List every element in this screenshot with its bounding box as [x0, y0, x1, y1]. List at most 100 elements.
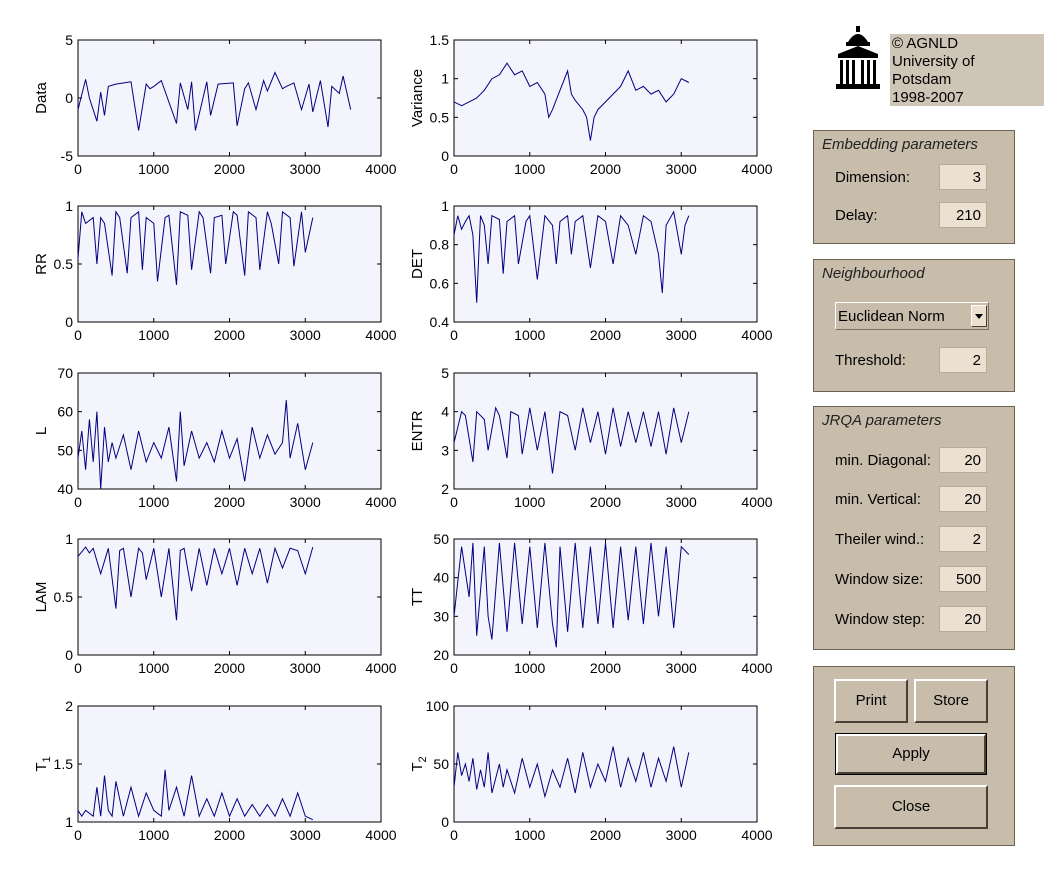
- series-line: [453, 210, 690, 303]
- university-logo: [834, 24, 882, 94]
- chart-8: 0 1000 2000 3000 4000 20 30 40 50 TT: [409, 531, 773, 676]
- x-tick-label: 2000: [214, 327, 245, 343]
- y-tick-label: 40: [433, 570, 449, 586]
- y-tick-label: 20: [433, 647, 449, 663]
- y-tick-label: -5: [61, 148, 74, 164]
- y-axis-label: Variance: [409, 69, 426, 127]
- min-diagonal-field[interactable]: 20: [939, 447, 987, 473]
- y-tick-label: 0: [441, 148, 449, 164]
- plot-frame: [77, 538, 382, 656]
- threshold-field[interactable]: 2: [939, 347, 987, 373]
- x-tick-label: 4000: [741, 327, 772, 343]
- y-tick-label: 1.5: [430, 32, 450, 48]
- actions-panel: Print Store Apply Close: [813, 666, 1015, 846]
- plot-frame: [453, 372, 758, 490]
- x-tick-label: 2000: [590, 161, 621, 177]
- x-tick-label: 3000: [666, 161, 697, 177]
- delay-label: Delay:: [835, 207, 878, 224]
- x-tick-label: 4000: [741, 827, 772, 843]
- window-step-label: Window step:: [835, 611, 926, 628]
- chart-9: 0 1000 2000 3000 4000 1 1.5 2 T1: [33, 698, 397, 843]
- y-axis-label: DET: [409, 249, 426, 279]
- chart-5: 0 1000 2000 3000 4000 40 50 60 70 L: [33, 365, 397, 510]
- window-step-field[interactable]: 20: [939, 606, 987, 632]
- x-tick-label: 4000: [365, 827, 396, 843]
- copyright-line: University of: [892, 53, 975, 70]
- y-axis-label: Data: [33, 82, 50, 114]
- x-tick-label: 2000: [214, 494, 245, 510]
- y-tick-label: 50: [433, 531, 449, 547]
- x-tick-label: 0: [450, 660, 458, 676]
- plot-frame: [453, 205, 758, 323]
- chart-4: 0 1000 2000 3000 4000 0.4 0.6 0.8 1 DET: [409, 198, 773, 343]
- neighbourhood-panel: Neighbourhood Euclidean Norm Threshold: …: [813, 259, 1015, 392]
- y-axis-label: LAM: [33, 582, 50, 613]
- y-tick-label: 1: [441, 198, 449, 214]
- y-tick-label: 0.5: [430, 109, 450, 125]
- norm-select-value: Euclidean Norm: [838, 308, 945, 325]
- y-tick-label: 70: [57, 365, 73, 381]
- x-tick-label: 0: [450, 327, 458, 343]
- x-tick-label: 1000: [514, 494, 545, 510]
- norm-select[interactable]: Euclidean Norm: [835, 302, 989, 330]
- plot-frame: [77, 372, 382, 490]
- y-tick-label: 60: [57, 404, 73, 420]
- x-tick-label: 2000: [590, 494, 621, 510]
- x-tick-label: 3000: [290, 494, 321, 510]
- theiler-window-field[interactable]: 2: [939, 526, 987, 552]
- series-line: [453, 746, 690, 799]
- x-tick-label: 2000: [214, 827, 245, 843]
- y-tick-label: 2: [441, 481, 449, 497]
- y-axis-label: L: [33, 427, 50, 435]
- window-size-field[interactable]: 500: [939, 566, 987, 592]
- x-tick-label: 1000: [138, 161, 169, 177]
- x-tick-label: 3000: [290, 327, 321, 343]
- store-button[interactable]: Store: [914, 679, 988, 723]
- x-tick-label: 1000: [514, 161, 545, 177]
- y-tick-label: 5: [65, 32, 73, 48]
- plot-frame: [77, 39, 382, 157]
- y-tick-label: 100: [426, 698, 450, 714]
- copyright-line: 1998-2007: [892, 89, 964, 106]
- y-tick-label: 0: [441, 814, 449, 830]
- delay-field[interactable]: 210: [939, 202, 987, 228]
- x-tick-label: 2000: [590, 827, 621, 843]
- series-line: [77, 210, 314, 285]
- apply-button[interactable]: Apply: [835, 733, 987, 775]
- x-tick-label: 2000: [214, 161, 245, 177]
- x-tick-label: 4000: [365, 327, 396, 343]
- x-tick-label: 1000: [138, 327, 169, 343]
- x-tick-label: 3000: [290, 827, 321, 843]
- min-vertical-field[interactable]: 20: [939, 486, 987, 512]
- x-tick-label: 1000: [138, 660, 169, 676]
- series-line: [453, 542, 690, 648]
- series-line: [77, 769, 314, 821]
- theiler-window-label: Theiler wind.:: [835, 531, 925, 548]
- y-tick-label: 1.5: [54, 756, 74, 772]
- y-tick-label: 5: [441, 365, 449, 381]
- chevron-down-icon[interactable]: [971, 305, 987, 327]
- y-tick-label: 0.4: [430, 314, 450, 330]
- close-button[interactable]: Close: [834, 785, 988, 829]
- y-tick-label: 4: [441, 404, 449, 420]
- y-tick-label: 0.8: [430, 237, 450, 253]
- x-tick-label: 4000: [365, 660, 396, 676]
- x-tick-label: 1000: [514, 660, 545, 676]
- x-tick-label: 2000: [590, 660, 621, 676]
- embedding-panel-title: Embedding parameters: [822, 136, 978, 153]
- x-tick-label: 2000: [214, 660, 245, 676]
- y-tick-label: 1: [65, 198, 73, 214]
- y-axis-label: TT: [409, 588, 426, 606]
- x-tick-label: 0: [450, 161, 458, 177]
- plot-frame: [77, 205, 382, 323]
- print-button[interactable]: Print: [834, 679, 908, 723]
- jrqa-panel: JRQA parameters min. Diagonal: 20 min. V…: [813, 406, 1015, 650]
- x-tick-label: 4000: [741, 660, 772, 676]
- x-tick-label: 0: [74, 327, 82, 343]
- series-line: [453, 406, 690, 474]
- x-tick-label: 0: [74, 660, 82, 676]
- y-tick-label: 40: [57, 481, 73, 497]
- min-diagonal-label: min. Diagonal:: [835, 452, 931, 469]
- dimension-field[interactable]: 3: [939, 164, 987, 190]
